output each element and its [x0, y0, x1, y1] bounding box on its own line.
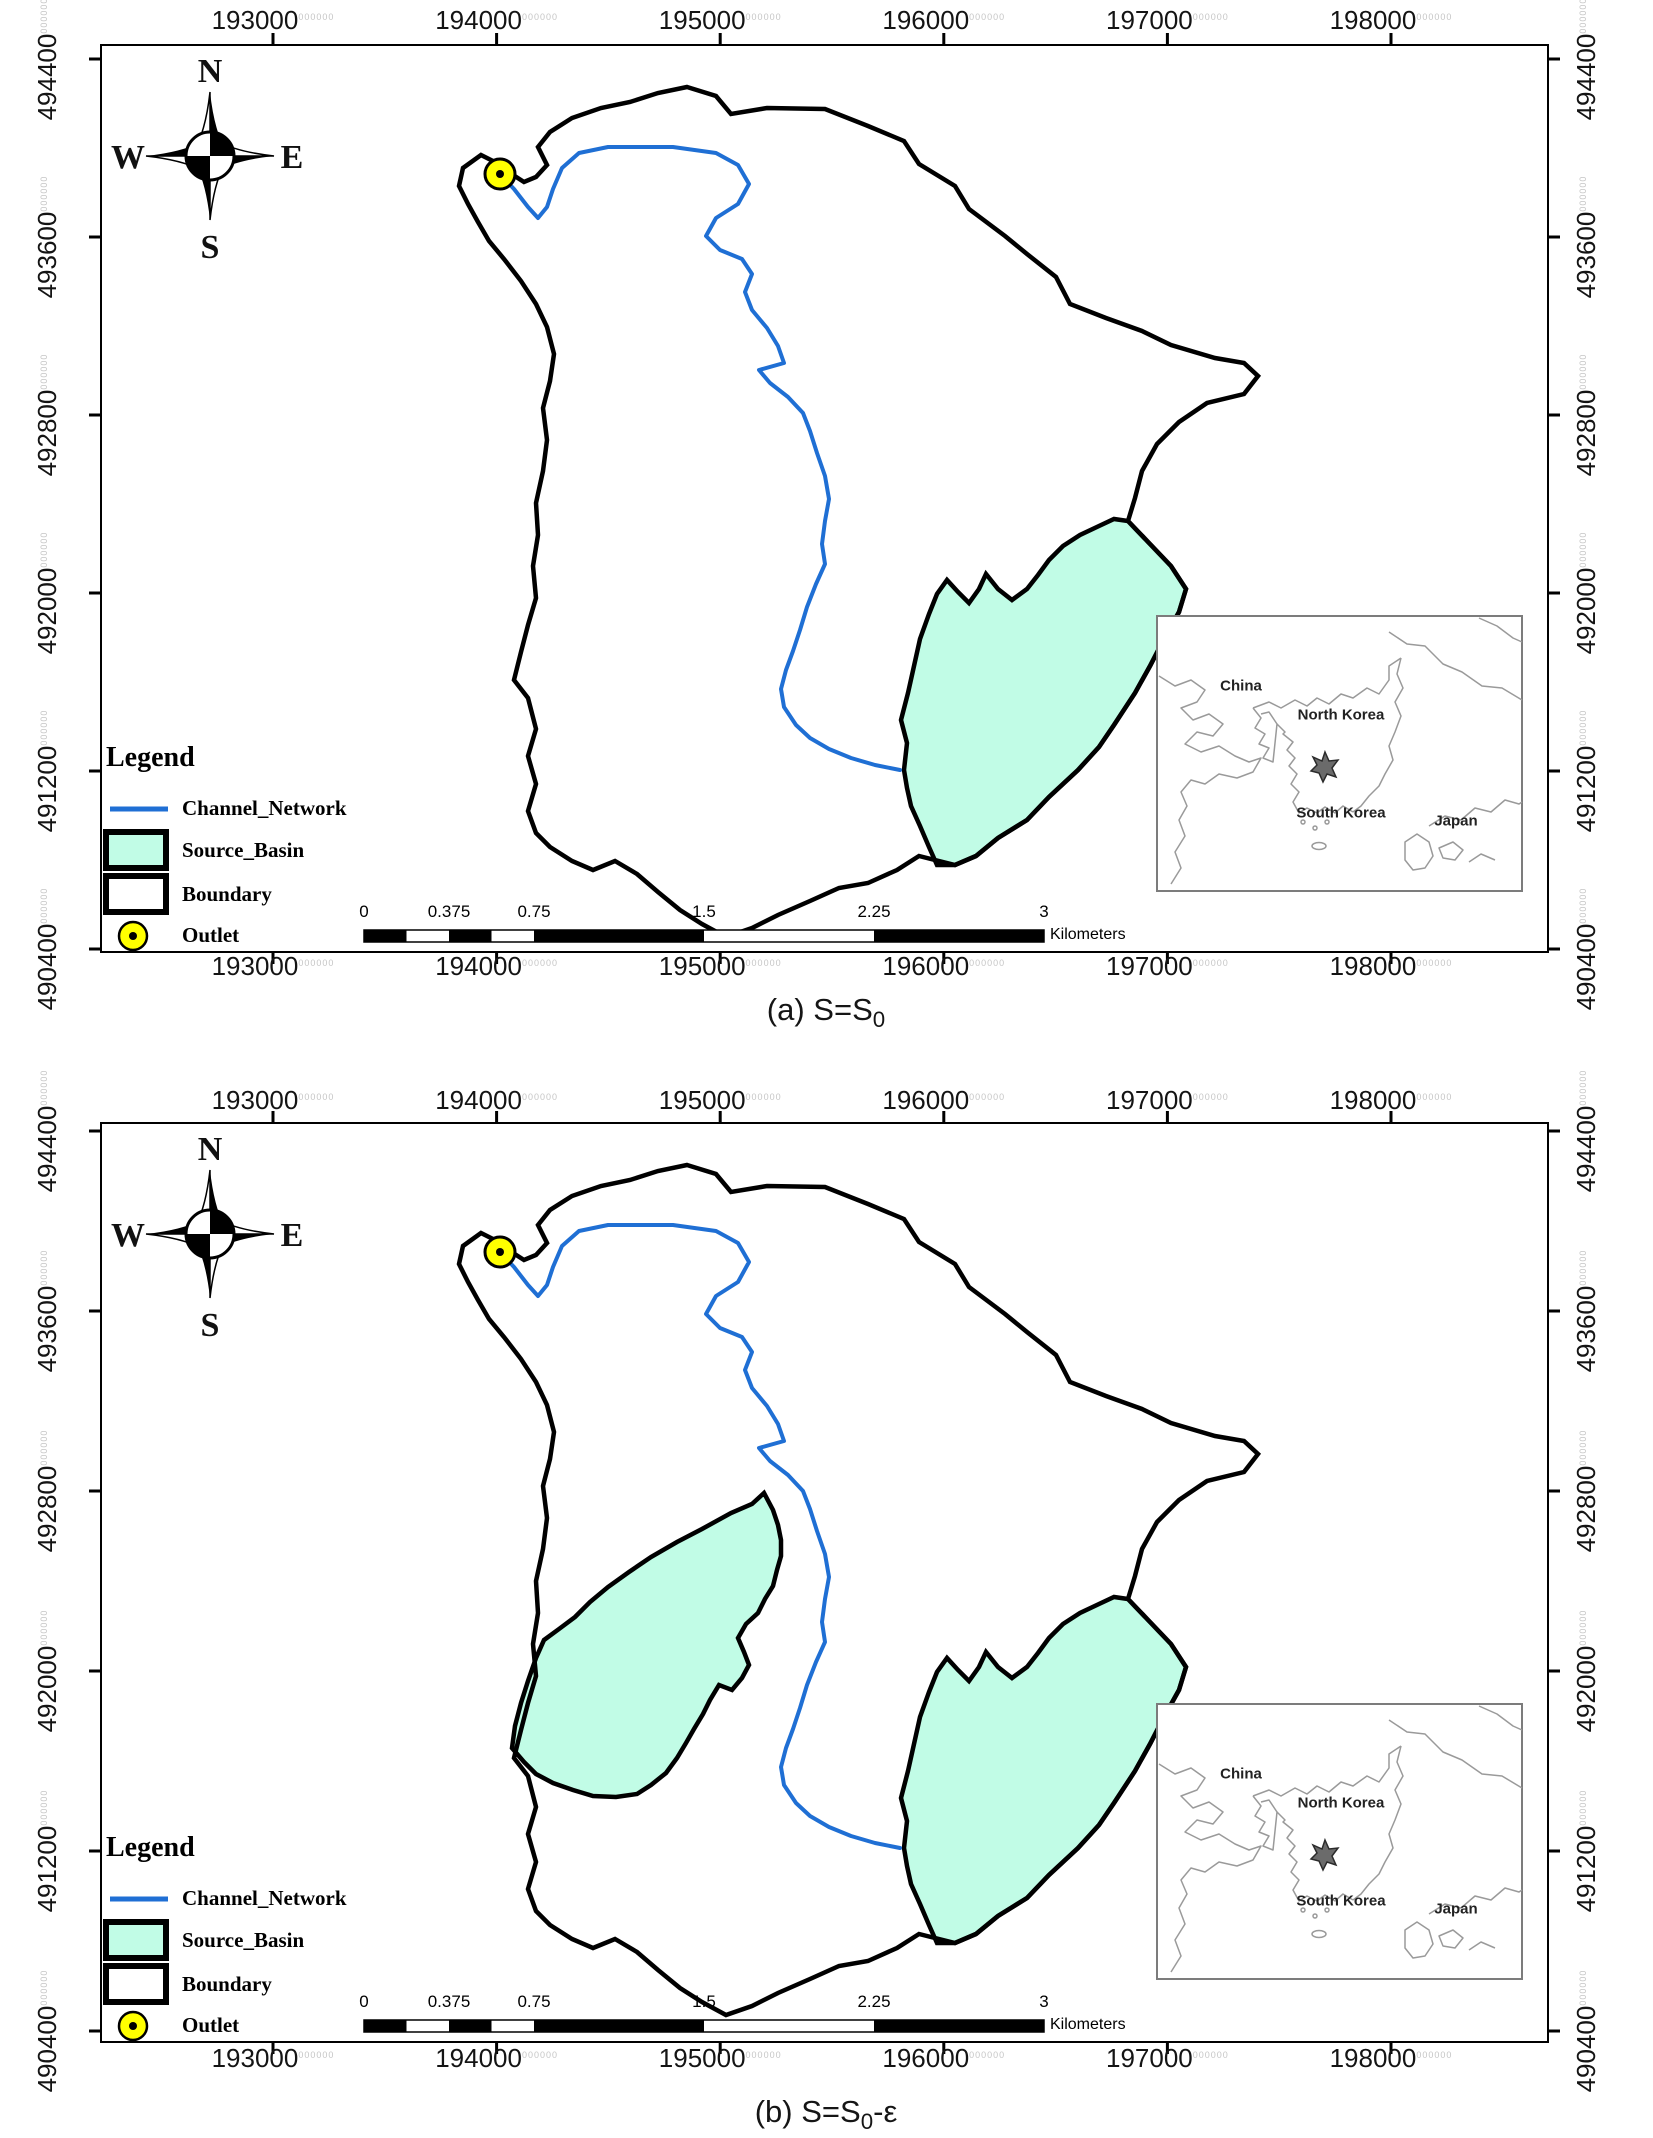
- y-axis-label: 491200000000: [1571, 709, 1601, 833]
- source-basin-basin_se: [898, 516, 1189, 868]
- y-axis-label: 492000000000: [32, 531, 62, 655]
- x-axis-label: 198000000000: [1329, 951, 1453, 981]
- y-axis-label: 492800000000: [32, 353, 62, 477]
- map-frame-a: Legend Channel_Network Source_Basin Boun…: [89, 33, 1560, 964]
- source-basin-basin_se: [898, 1594, 1189, 1946]
- x-axis-label: 193000000000: [211, 5, 335, 35]
- y-axis-label: 493600000000: [32, 175, 62, 299]
- y-axis-label: 490400000000: [32, 887, 62, 1011]
- y-axis-label: 491200000000: [1571, 1789, 1601, 1913]
- x-axis-label: 195000000000: [658, 951, 782, 981]
- y-axis-label: 491200000000: [32, 1789, 62, 1913]
- x-axis-label: 193000000000: [211, 1085, 335, 1115]
- inset-map: [1156, 615, 1523, 892]
- caption-b-suffix: -ε: [873, 2094, 898, 2129]
- x-axis-label: 194000000000: [435, 5, 558, 35]
- x-axis-label: 196000000000: [882, 1085, 1006, 1115]
- x-axis-label: 196000000000: [882, 951, 1006, 981]
- x-axis-label: 193000000000: [211, 951, 335, 981]
- caption-a-text: (a) S=S: [766, 992, 873, 1027]
- x-axis-label: 198000000000: [1329, 1085, 1453, 1115]
- channel-network: [495, 1223, 902, 1850]
- y-axis-label: 492000000000: [32, 1609, 62, 1733]
- y-axis-label: 492800000000: [1571, 353, 1601, 477]
- x-axis-label: 195000000000: [658, 5, 782, 35]
- map-frame-b: Legend Channel_Network Source_Basin Boun…: [89, 1111, 1560, 2054]
- x-axis-label: 194000000000: [435, 1085, 558, 1115]
- x-axis-label: 194000000000: [435, 2043, 558, 2073]
- map-shapes: [456, 1162, 1262, 2018]
- scale-bar: [363, 2019, 1045, 2033]
- y-axis-label: 494400000000: [32, 0, 62, 121]
- y-axis-label: 493600000000: [1571, 175, 1601, 299]
- x-axis-label: 197000000000: [1105, 1085, 1229, 1115]
- caption-b-sub: 0: [860, 2109, 874, 2135]
- legend-swatches: [106, 809, 168, 950]
- x-axis-label: 198000000000: [1329, 2043, 1453, 2073]
- axis-ticks: [89, 33, 1560, 964]
- caption-b: (b) S=S0-ε: [755, 2094, 898, 2135]
- outlet-marker-dot: [496, 1248, 504, 1256]
- x-axis-label: 195000000000: [658, 2043, 782, 2073]
- y-axis-label: 493600000000: [32, 1249, 62, 1373]
- watershed-boundary: [456, 84, 1262, 940]
- scale-bar: [363, 929, 1045, 943]
- x-axis-label: 197000000000: [1105, 2043, 1229, 2073]
- map-shapes: [456, 84, 1262, 940]
- watershed-boundary: [456, 1162, 1262, 2018]
- map-panel-b: Legend Channel_Network Source_Basin Boun…: [0, 1060, 1653, 2138]
- source-basin-basin_left: [509, 1489, 784, 1800]
- y-axis-label: 492800000000: [32, 1429, 62, 1553]
- x-axis-label: 196000000000: [882, 2043, 1006, 2073]
- caption-b-text: (b) S=S: [754, 2094, 861, 2129]
- x-axis-label: 196000000000: [882, 5, 1006, 35]
- caption-a: (a) S=S0: [767, 992, 885, 1033]
- y-axis-label: 490400000000: [1571, 1969, 1601, 2093]
- compass-rose: [109, 51, 305, 268]
- y-axis-label: 490400000000: [1571, 887, 1601, 1011]
- y-axis-label: 492000000000: [1571, 1609, 1601, 1733]
- y-axis-label: 491200000000: [32, 709, 62, 833]
- x-axis-label: 193000000000: [211, 2043, 335, 2073]
- outlet-marker-dot: [496, 170, 504, 178]
- x-axis-label: 197000000000: [1105, 5, 1229, 35]
- x-axis-label: 198000000000: [1329, 5, 1453, 35]
- channel-network: [495, 145, 902, 772]
- compass-rose: [109, 1129, 305, 1346]
- legend-swatches: [106, 1899, 168, 2040]
- map-panel-a: Legend Channel_Network Source_Basin Boun…: [0, 0, 1653, 1060]
- y-axis-label: 493600000000: [1571, 1249, 1601, 1373]
- inset-map: [1156, 1703, 1523, 1980]
- y-axis-label: 492800000000: [1571, 1429, 1601, 1553]
- y-axis-label: 490400000000: [32, 1969, 62, 2093]
- axis-ticks: [89, 1111, 1560, 2054]
- caption-a-sub: 0: [872, 1007, 886, 1033]
- y-axis-label: 492000000000: [1571, 531, 1601, 655]
- y-axis-label: 494400000000: [32, 1069, 62, 1193]
- y-axis-label: 494400000000: [1571, 0, 1601, 121]
- x-axis-label: 197000000000: [1105, 951, 1229, 981]
- x-axis-label: 194000000000: [435, 951, 558, 981]
- x-axis-label: 195000000000: [658, 1085, 782, 1115]
- y-axis-label: 494400000000: [1571, 1069, 1601, 1193]
